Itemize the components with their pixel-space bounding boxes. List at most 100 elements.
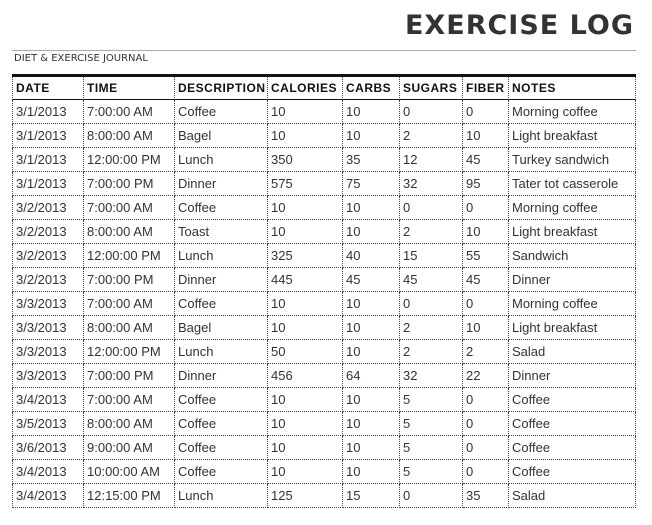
table-cell: Lunch	[175, 244, 268, 268]
table-cell: Lunch	[175, 148, 268, 172]
table-cell: 10	[268, 316, 343, 340]
table-cell: 12:15:00 PM	[84, 484, 175, 508]
table-cell: 2	[400, 316, 463, 340]
table-cell: 12	[400, 148, 463, 172]
table-cell: 0	[463, 196, 509, 220]
table-cell: 10	[268, 100, 343, 124]
table-cell: 5	[400, 460, 463, 484]
table-cell: 10	[268, 292, 343, 316]
table-cell: Tater tot casserole	[509, 172, 636, 196]
table-cell: 22	[463, 364, 509, 388]
table-cell: Coffee	[175, 100, 268, 124]
table-cell: 12:00:00 PM	[84, 148, 175, 172]
table-cell: 7:00:00 AM	[84, 196, 175, 220]
column-header: FIBER	[463, 77, 509, 100]
table-cell: 45	[463, 268, 509, 292]
table-cell: Coffee	[175, 388, 268, 412]
table-cell: 9:00:00 AM	[84, 436, 175, 460]
table-cell: 7:00:00 PM	[84, 172, 175, 196]
column-header: CARBS	[343, 77, 400, 100]
table-cell: 10	[343, 100, 400, 124]
table-cell: Light breakfast	[509, 316, 636, 340]
table-cell: Coffee	[509, 436, 636, 460]
table-cell: 35	[463, 484, 509, 508]
table-cell: 0	[400, 196, 463, 220]
table-cell: 10	[463, 220, 509, 244]
table-cell: 3/2/2013	[12, 268, 84, 292]
table-cell: Turkey sandwich	[509, 148, 636, 172]
table-cell: 7:00:00 AM	[84, 388, 175, 412]
table-cell: 2	[400, 340, 463, 364]
column-header: DATE	[12, 77, 84, 100]
table-cell: 3/1/2013	[12, 124, 84, 148]
title-rule	[12, 50, 636, 51]
table-cell: 3/4/2013	[12, 460, 84, 484]
table-cell: Lunch	[175, 340, 268, 364]
table-cell: 7:00:00 PM	[84, 364, 175, 388]
table-cell: 10	[343, 388, 400, 412]
table-cell: 7:00:00 PM	[84, 268, 175, 292]
table-cell: 32	[400, 172, 463, 196]
table-cell: Sandwich	[509, 244, 636, 268]
table-cell: 10	[343, 292, 400, 316]
page-subtitle: DIET & EXERCISE JOURNAL	[14, 53, 148, 64]
table-cell: 2	[463, 340, 509, 364]
table-cell: 0	[400, 484, 463, 508]
table-cell: 0	[463, 292, 509, 316]
table-cell: 456	[268, 364, 343, 388]
table-cell: 3/6/2013	[12, 436, 84, 460]
table-cell: 575	[268, 172, 343, 196]
table-cell: 55	[463, 244, 509, 268]
table-cell: 10	[268, 460, 343, 484]
table-cell: 0	[463, 388, 509, 412]
table-cell: Toast	[175, 220, 268, 244]
table-cell: 3/3/2013	[12, 340, 84, 364]
table-cell: 0	[463, 100, 509, 124]
table-cell: 10	[268, 220, 343, 244]
table-cell: 10	[268, 436, 343, 460]
table-cell: 32	[400, 364, 463, 388]
table-cell: 125	[268, 484, 343, 508]
table-cell: 95	[463, 172, 509, 196]
table-cell: 10	[343, 220, 400, 244]
table-cell: 5	[400, 436, 463, 460]
table-cell: 12:00:00 PM	[84, 244, 175, 268]
table-cell: 50	[268, 340, 343, 364]
table-cell: Light breakfast	[509, 220, 636, 244]
table-cell: 45	[463, 148, 509, 172]
table-cell: Dinner	[175, 172, 268, 196]
table-cell: Morning coffee	[509, 100, 636, 124]
table-cell: 75	[343, 172, 400, 196]
table-cell: 3/2/2013	[12, 196, 84, 220]
table-cell: Coffee	[175, 412, 268, 436]
column-header: NOTES	[509, 77, 636, 100]
table-cell: 8:00:00 AM	[84, 316, 175, 340]
table-cell: 10	[343, 196, 400, 220]
table-cell: 10	[268, 412, 343, 436]
table-cell: Bagel	[175, 316, 268, 340]
table-cell: 0	[463, 412, 509, 436]
table-cell: 0	[400, 100, 463, 124]
table-cell: 3/1/2013	[12, 148, 84, 172]
table-cell: 0	[463, 460, 509, 484]
table-cell: Coffee	[509, 412, 636, 436]
table-cell: 3/3/2013	[12, 364, 84, 388]
table-cell: 5	[400, 412, 463, 436]
table-cell: 45	[343, 268, 400, 292]
page-title: EXERCISE LOG	[404, 10, 634, 41]
table-cell: 10	[463, 124, 509, 148]
table-cell: 3/1/2013	[12, 172, 84, 196]
table-cell: 0	[400, 292, 463, 316]
table-cell: Dinner	[175, 364, 268, 388]
table-cell: 40	[343, 244, 400, 268]
table-cell: Dinner	[509, 268, 636, 292]
table-cell: Coffee	[509, 460, 636, 484]
table-cell: 0	[463, 436, 509, 460]
table-cell: 3/3/2013	[12, 292, 84, 316]
table-cell: 3/4/2013	[12, 484, 84, 508]
column-header: DESCRIPTION	[175, 77, 268, 100]
table-cell: 35	[343, 148, 400, 172]
table-cell: 8:00:00 AM	[84, 220, 175, 244]
table-cell: 3/2/2013	[12, 220, 84, 244]
